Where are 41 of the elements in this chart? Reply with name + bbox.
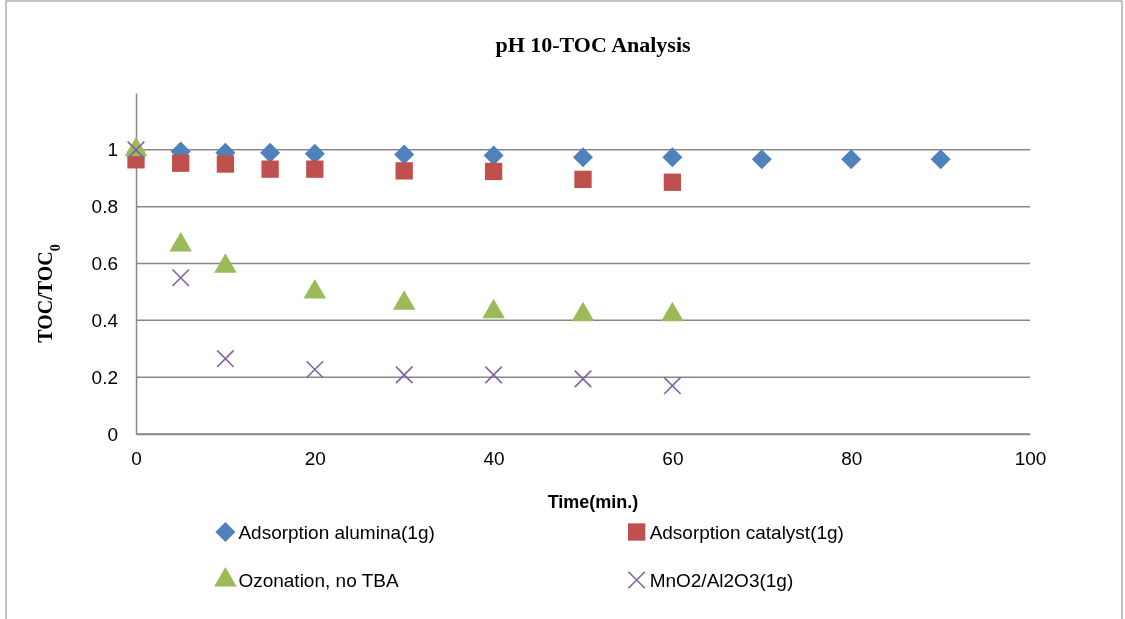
legend-label: Ozonation, no TBA — [238, 570, 399, 591]
x-tick-label: 40 — [483, 448, 505, 470]
y-tick-label: 1 — [107, 139, 118, 161]
x-axis-title: Time(min.) — [547, 492, 639, 512]
x-tick-label: 80 — [841, 448, 863, 470]
point — [394, 144, 415, 165]
point — [483, 145, 504, 166]
point — [751, 149, 772, 170]
point — [663, 173, 682, 191]
point — [305, 360, 324, 379]
point — [216, 155, 235, 173]
x-tick-label: 60 — [662, 448, 684, 470]
point — [662, 147, 683, 168]
point — [574, 170, 592, 189]
point — [261, 160, 279, 178]
legend-label: MnO2/Al2O3(1g) — [649, 570, 794, 591]
x-tick-label: 0 — [131, 448, 142, 470]
point — [395, 365, 414, 384]
point — [663, 376, 682, 395]
point — [216, 349, 235, 368]
point — [171, 268, 190, 287]
y-tick-label: 0.2 — [91, 366, 118, 388]
legend-label: Adsorption alumina(1g) — [238, 522, 435, 543]
point — [573, 147, 593, 168]
chart-title: pH 10-TOC Analysis — [495, 32, 692, 57]
y-tick-label: 0.8 — [91, 196, 118, 218]
point — [306, 160, 324, 178]
y-tick-label: 0 — [107, 423, 118, 445]
point — [395, 162, 413, 180]
x-tick-label: 20 — [304, 448, 326, 470]
x-tick-label: 100 — [1014, 448, 1047, 470]
point — [841, 149, 862, 170]
point — [930, 149, 951, 170]
legend-label: Adsorption catalyst(1g) — [649, 522, 844, 543]
y-tick-label: 0.6 — [91, 253, 118, 275]
point — [172, 154, 190, 172]
point — [484, 162, 503, 181]
point — [573, 369, 593, 388]
point — [484, 365, 503, 384]
point — [260, 142, 281, 163]
y-tick-label: 0.4 — [91, 309, 119, 331]
